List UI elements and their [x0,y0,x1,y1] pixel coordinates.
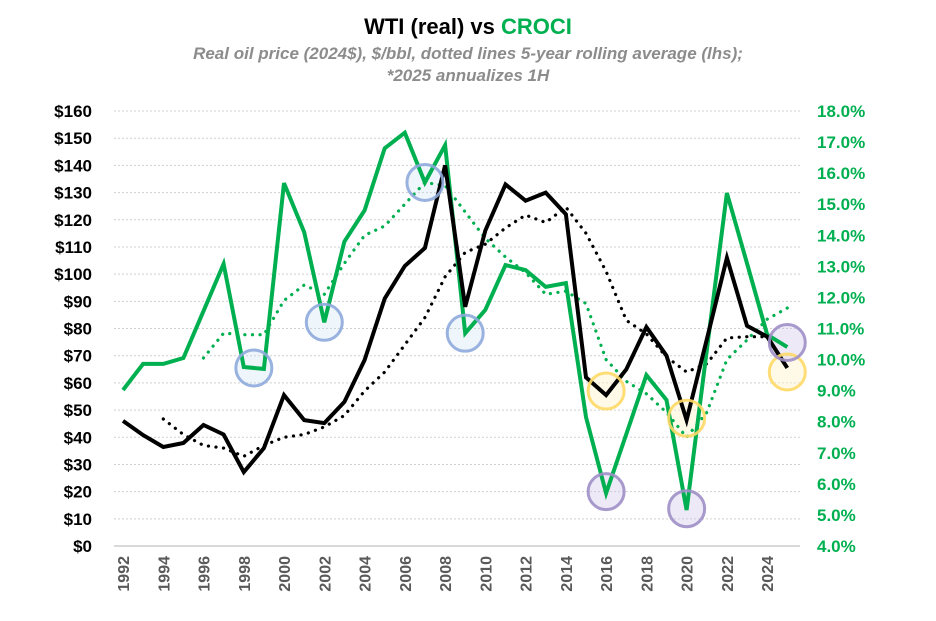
y-axis-right: 4.0% 5.0% 6.0% 7.0% 8.0% 9.0% 10.0% 11.0% 12.0% 1… [817,102,865,556]
y-left-tick-label: $30 [64,455,92,474]
annotation-circle-blue [445,313,485,353]
chart-title-wti: WTI (real) vs [364,14,502,39]
y-left-tick-label: $130 [54,184,92,203]
y-left-tick-label: $100 [54,265,92,284]
y-left-tick-label: $160 [54,102,92,121]
y-right-tick-label: 8.0% [817,413,856,432]
x-tick-label: 2014 [559,556,576,592]
y-left-tick-label: $50 [64,401,92,420]
y-right-tick-label: 13.0% [817,257,865,276]
x-tick-label: 2004 [358,556,375,592]
y-left-tick-label: $60 [64,374,92,393]
x-tick-label: 2000 [277,556,294,592]
y-left-tick-label: $120 [54,211,92,230]
y-left-tick-label: $80 [64,320,92,339]
annotation-circle-yellow [767,352,807,392]
y-left-tick-label: $70 [64,347,92,366]
annotation-circle-yellow [586,371,626,411]
x-tick-label: 2016 [599,556,616,592]
x-tick-label: 2020 [680,556,697,592]
annotation-circle-blue [234,348,274,388]
x-tick-label: 1994 [156,556,173,592]
y-right-tick-label: 7.0% [817,444,856,463]
y-left-tick-label: $10 [64,510,92,529]
y-right-tick-label: 4.0% [817,537,856,556]
y-left-tick-label: $110 [55,238,92,257]
y-right-tick-label: 5.0% [817,506,856,525]
annotation-circle-purple [767,322,807,362]
y-axis-left: $0 $10 $20 $30 $40 $50 $60 $70 $80 $90 $100 $110 $12… [54,102,92,556]
y-right-tick-label: 12.0% [817,288,865,307]
y-right-tick-label: 6.0% [817,475,856,494]
y-left-tick-label: $90 [64,292,92,311]
x-axis: 1992 1994 1996 1998 2000 2002 2004 2006 2008 2010… [116,556,777,592]
annotation-circle-blue [304,302,344,342]
annotation-circle-fill-yellow [769,354,806,390]
y-right-tick-label: 18.0% [817,102,865,121]
annotation-circle-yellow [667,398,707,438]
gridlines [114,110,800,547]
y-right-tick-label: 11.0% [817,320,864,339]
x-tick-label: 2018 [639,556,656,592]
chart-title-croci: CROCI [501,14,572,39]
series-line-wti-real [121,164,789,476]
annotation-circle-purple [667,489,707,529]
y-right-tick-label: 16.0% [817,164,865,183]
y-right-tick-label: 14.0% [817,226,865,245]
x-tick-label: 1992 [116,556,133,592]
series-lines [121,129,789,511]
y-left-tick-label: $20 [64,483,92,502]
y-right-tick-label: 15.0% [817,195,865,214]
annotation-circles [234,162,807,529]
y-left-tick-label: $140 [54,156,92,175]
x-tick-label: 2008 [438,556,455,592]
chart-subtitle: Real oil price (2024$), $/bbl, dotted li… [0,43,936,87]
x-tick-label: 2024 [760,556,777,592]
y-left-tick-label: $40 [64,428,92,447]
x-tick-label: 2006 [398,556,415,592]
y-left-tick-label: $0 [73,537,92,556]
y-right-tick-label: 17.0% [817,133,865,152]
subtitle-line-2: *2025 annualizes 1H [386,66,550,85]
x-tick-label: 2002 [317,556,334,592]
y-left-tick-label: $150 [54,129,92,148]
annotation-circle-purple [586,472,626,512]
y-right-tick-label: 9.0% [817,382,856,401]
x-tick-label: 2022 [720,556,737,592]
annotation-circle-blue [405,162,445,202]
x-tick-label: 2010 [478,556,495,592]
subtitle-line-1: Real oil price (2024$), $/bbl, dotted li… [193,44,743,63]
chart-title: WTI (real) vs CROCI [0,14,936,40]
x-tick-label: 1996 [197,556,214,592]
x-tick-label: 1998 [237,556,254,592]
y-right-tick-label: 10.0% [817,351,865,370]
x-tick-label: 2012 [519,556,536,592]
